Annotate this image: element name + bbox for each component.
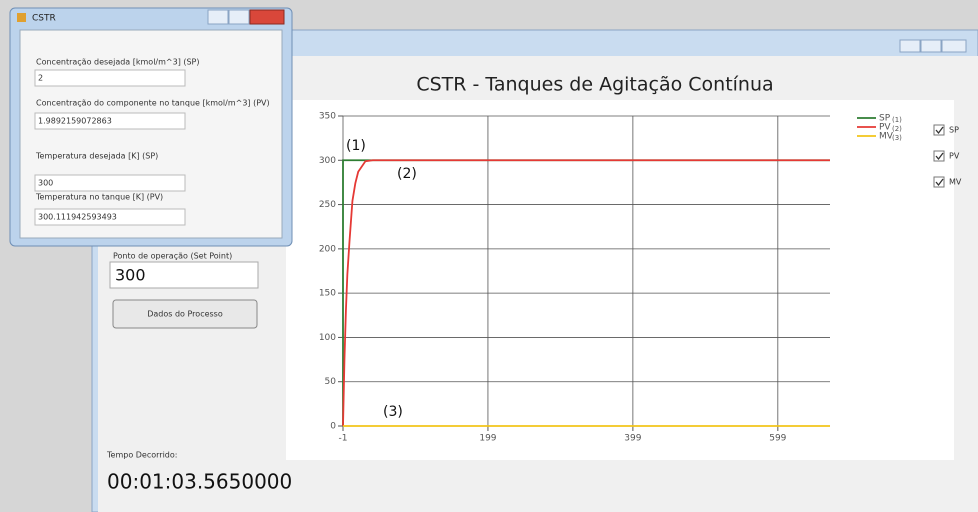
field-label: Temperatura no tanque [K] (PV) — [35, 193, 163, 202]
checkbox-label: MV — [949, 178, 962, 187]
annotation: (3) — [383, 404, 403, 420]
y-tick-label: 200 — [319, 244, 336, 254]
field-input[interactable] — [34, 69, 186, 87]
legend-label: SP — [879, 114, 891, 124]
checkmark — [935, 126, 944, 135]
close-button[interactable] — [941, 39, 967, 53]
checkbox[interactable] — [933, 150, 945, 162]
legend-note: (1) — [892, 116, 902, 124]
y-tick-label: 300 — [319, 156, 336, 166]
popup-minimize[interactable] — [207, 9, 229, 25]
checkbox[interactable] — [933, 176, 945, 188]
chart-title: CSTR - Tanques de Agitação Contínua — [416, 74, 773, 96]
minimize-button[interactable] — [899, 39, 921, 53]
checkbox-label: SP — [949, 126, 959, 135]
annotation: (2) — [397, 166, 417, 182]
popup-title: CSTR — [32, 14, 56, 24]
field-label: Concentração do componente no tanque [km… — [36, 99, 270, 108]
field-value: 1.9892159072863 — [38, 117, 112, 126]
field-value: 300 — [38, 179, 53, 188]
popup-icon — [17, 13, 26, 22]
setpoint-label: Ponto de operação (Set Point) — [113, 252, 232, 261]
checkmark — [935, 178, 944, 187]
checkbox[interactable] — [933, 124, 945, 136]
popup-client — [19, 29, 283, 239]
x-tick-label: 599 — [769, 434, 786, 444]
legend-note: (2) — [892, 125, 902, 133]
annotation: (1) — [346, 138, 366, 154]
checkmark — [935, 152, 944, 161]
elapsed-value: 00:01:03.5650000 — [107, 470, 292, 494]
field-value: 300.111942593493 — [38, 213, 117, 222]
legend-label: MV — [879, 132, 894, 142]
y-tick-label: 150 — [319, 289, 336, 299]
legend-label: PV — [879, 123, 891, 133]
field-value: 2 — [38, 74, 43, 83]
x-tick-label: 399 — [624, 434, 641, 444]
series-line — [342, 159, 830, 427]
checkbox-label: PV — [949, 152, 960, 161]
legend-note: (3) — [892, 134, 902, 142]
y-tick-label: 350 — [319, 112, 336, 122]
popup-maximize[interactable] — [228, 9, 250, 25]
process-data-button[interactable] — [112, 299, 258, 329]
field-label: Temperatura desejada [K] (SP) — [35, 152, 158, 161]
maximize-button[interactable] — [920, 39, 942, 53]
field-input[interactable] — [34, 174, 186, 192]
setpoint-value: 300 — [115, 266, 146, 285]
y-tick-label: 250 — [319, 200, 336, 210]
x-tick-label: 199 — [479, 434, 496, 444]
y-tick-label: 0 — [330, 422, 336, 432]
popup-close[interactable] — [249, 9, 285, 25]
button-label: Dados do Processo — [147, 310, 223, 319]
field-label: Concentração desejada [kmol/m^3] (SP) — [36, 58, 200, 67]
y-tick-label: 100 — [319, 333, 336, 343]
y-tick-label: 50 — [325, 377, 337, 387]
setpoint-input[interactable] — [109, 261, 259, 289]
x-tick-label: -1 — [339, 434, 348, 444]
field-input[interactable] — [34, 208, 186, 226]
field-input[interactable] — [34, 112, 186, 130]
elapsed-label: Tempo Decorrido: — [106, 451, 177, 460]
main-controls — [899, 39, 967, 53]
